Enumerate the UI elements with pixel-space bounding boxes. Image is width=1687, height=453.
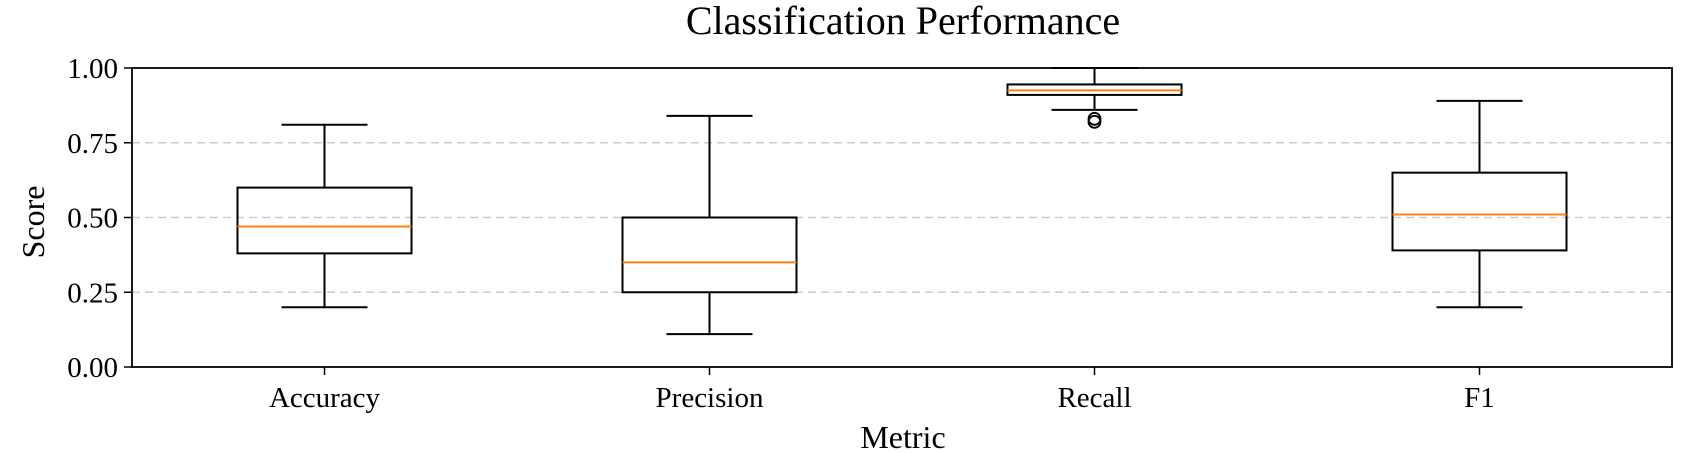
x-tick-label: Accuracy [269, 382, 381, 414]
y-tick-label: 0.00 [67, 352, 118, 384]
plot-area: 0.00 0.25 0.50 0.75 1.00 Accuracy Precision Rec… [67, 53, 1673, 414]
outlier-point [1087, 111, 1102, 126]
x-axis-label: Metric [860, 419, 945, 453]
box-precision [621, 216, 798, 294]
box-f1 [1391, 171, 1568, 252]
y-tick-label: 0.25 [67, 277, 118, 309]
y-tick-label: 0.75 [67, 128, 118, 160]
y-tick-label: 1.00 [67, 53, 118, 85]
chart-title: Classification Performance [686, 0, 1120, 43]
x-tick-label: Recall [1057, 382, 1131, 414]
x-tick-label: Precision [656, 382, 764, 414]
plot-frame [131, 67, 1673, 368]
x-tick-label: F1 [1464, 382, 1495, 414]
box-accuracy [236, 186, 413, 255]
y-tick-label: 0.50 [67, 203, 118, 235]
y-axis-label: Score [15, 186, 51, 259]
